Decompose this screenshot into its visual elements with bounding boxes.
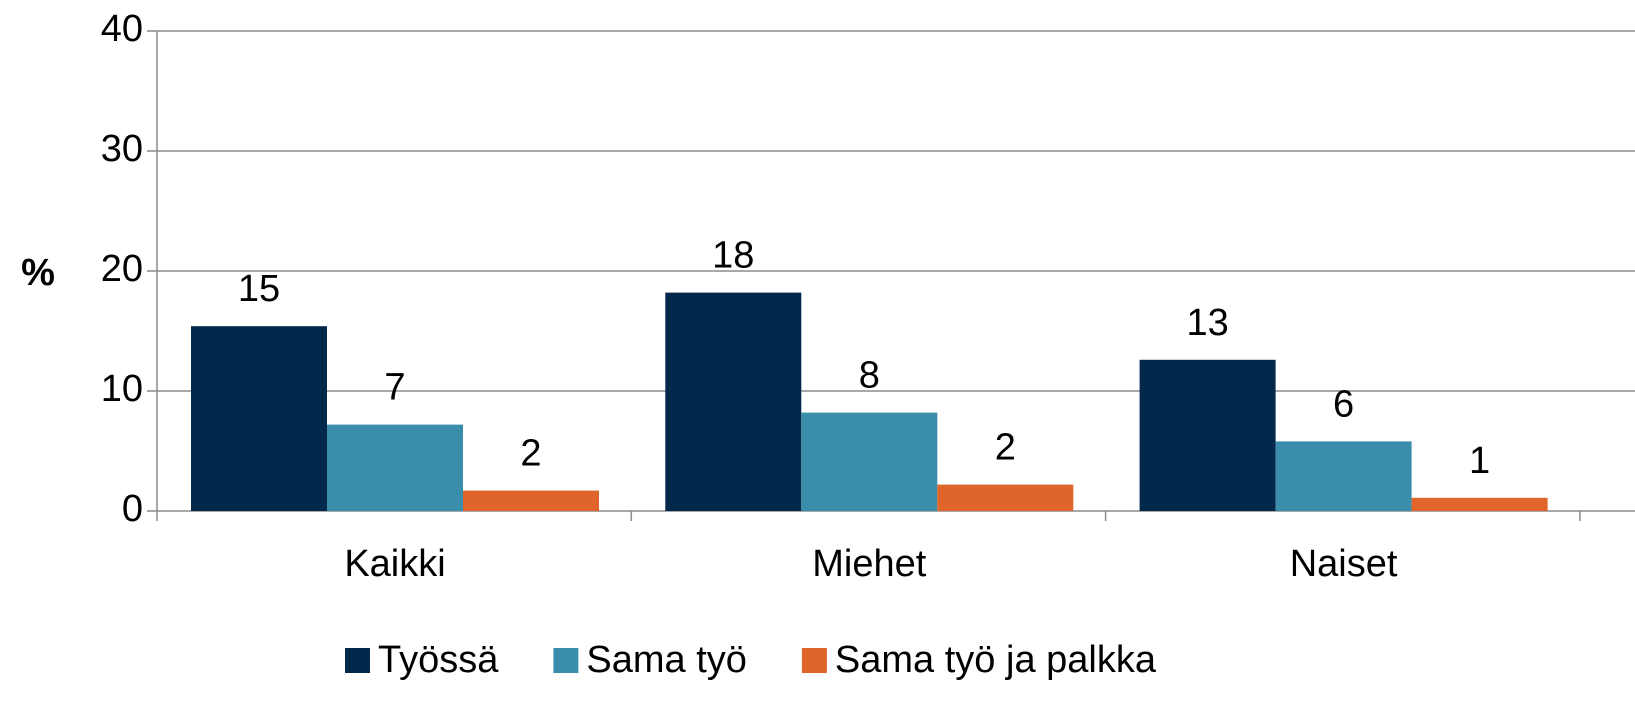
data-label: 18 bbox=[712, 235, 754, 277]
bar bbox=[327, 424, 463, 511]
y-tick-label: 40 bbox=[101, 8, 143, 50]
y-axis-label: % bbox=[21, 252, 55, 294]
legend-label: Työssä bbox=[378, 639, 499, 681]
legend-label: Sama työ bbox=[586, 639, 747, 681]
legend-label: Sama työ ja palkka bbox=[835, 639, 1157, 681]
legend-swatch bbox=[345, 648, 370, 673]
legend-swatch bbox=[801, 648, 827, 673]
data-label: 2 bbox=[995, 427, 1016, 469]
data-label: 6 bbox=[1333, 383, 1354, 425]
x-tick-label: Naiset bbox=[1290, 543, 1398, 585]
bar bbox=[1139, 359, 1276, 511]
bar bbox=[463, 490, 599, 511]
y-tick-label: 30 bbox=[101, 128, 143, 170]
legend-swatch bbox=[553, 648, 579, 673]
data-label: 13 bbox=[1186, 302, 1228, 344]
data-label: 8 bbox=[859, 355, 880, 397]
bar bbox=[801, 412, 938, 511]
y-tick-label: 20 bbox=[101, 248, 143, 290]
y-tick-label: 0 bbox=[122, 488, 143, 530]
data-label: 15 bbox=[238, 268, 280, 310]
x-tick-label: Kaikki bbox=[344, 543, 445, 585]
bar bbox=[1275, 441, 1412, 511]
data-label: 7 bbox=[384, 367, 405, 409]
y-tick-label: 10 bbox=[101, 368, 143, 410]
data-label: 1 bbox=[1469, 440, 1490, 482]
data-label: 2 bbox=[520, 433, 541, 475]
bar bbox=[1411, 497, 1548, 511]
bar bbox=[665, 292, 802, 511]
x-tick-label: Miehet bbox=[812, 543, 926, 585]
bar bbox=[937, 484, 1074, 511]
bar bbox=[191, 326, 327, 511]
